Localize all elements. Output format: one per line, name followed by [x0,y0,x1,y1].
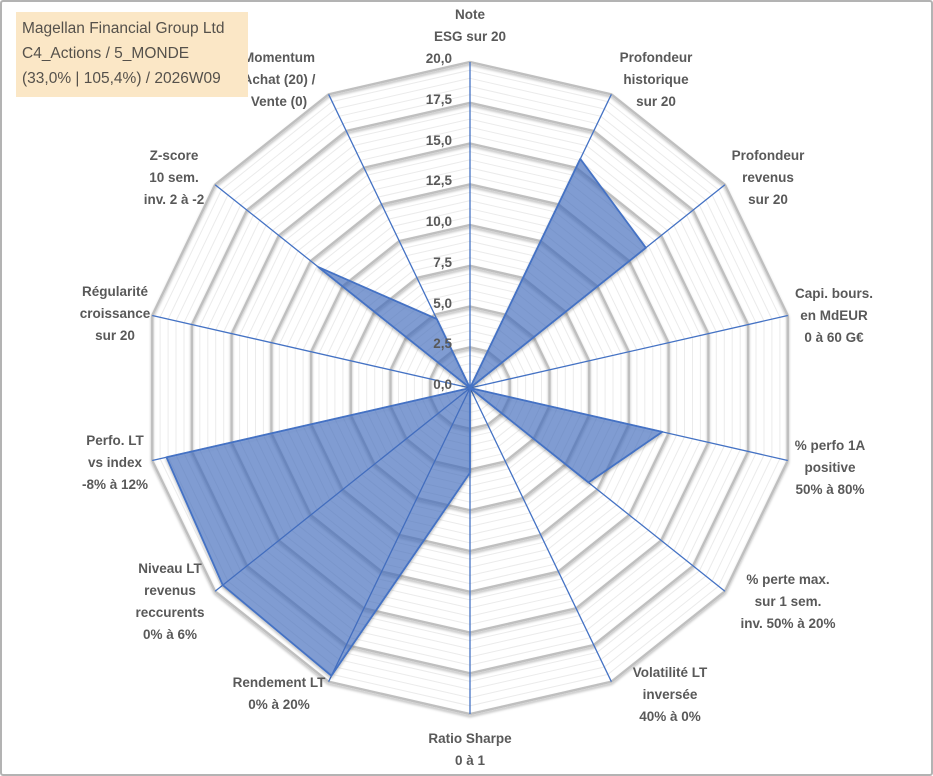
chart-title-box: Magellan Financial Group Ltd C4_Actions … [16,12,248,97]
radar-series-area [165,157,664,677]
